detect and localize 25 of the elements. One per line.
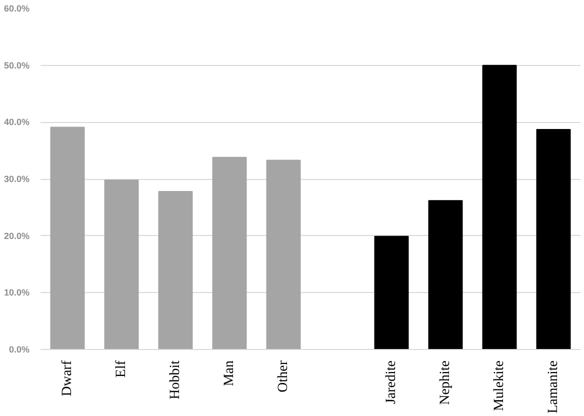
x-tick-label: Other	[276, 360, 291, 392]
x-tick-label: Mulekite	[492, 360, 507, 412]
bar	[482, 64, 517, 350]
bar	[50, 126, 85, 350]
bar	[374, 236, 409, 350]
bar	[428, 200, 463, 350]
y-tick-label: 60.0%	[4, 4, 30, 14]
bar	[104, 180, 139, 350]
y-tick-label: 10.0%	[4, 288, 30, 298]
y-tick-label: 30.0%	[4, 174, 30, 184]
x-tick-label: Jaredite	[384, 360, 399, 404]
x-tick-label: Lamanite	[546, 360, 561, 414]
y-tick-label: 40.0%	[4, 117, 30, 128]
x-tick-label: Dwarf	[60, 360, 75, 396]
x-tick-label: Hobbit	[168, 360, 183, 400]
bar	[266, 160, 301, 350]
bar	[536, 129, 571, 350]
y-tick-label: 20.0%	[4, 230, 30, 241]
x-tick-label: Nephite	[438, 360, 453, 405]
x-tick-label: Man	[222, 360, 237, 386]
y-tick-label: 50.0%	[4, 60, 30, 70]
bar	[158, 191, 193, 350]
y-tick-label: 0.0%	[8, 344, 30, 354]
x-tick-label: Elf	[114, 360, 129, 378]
bar	[212, 156, 247, 350]
